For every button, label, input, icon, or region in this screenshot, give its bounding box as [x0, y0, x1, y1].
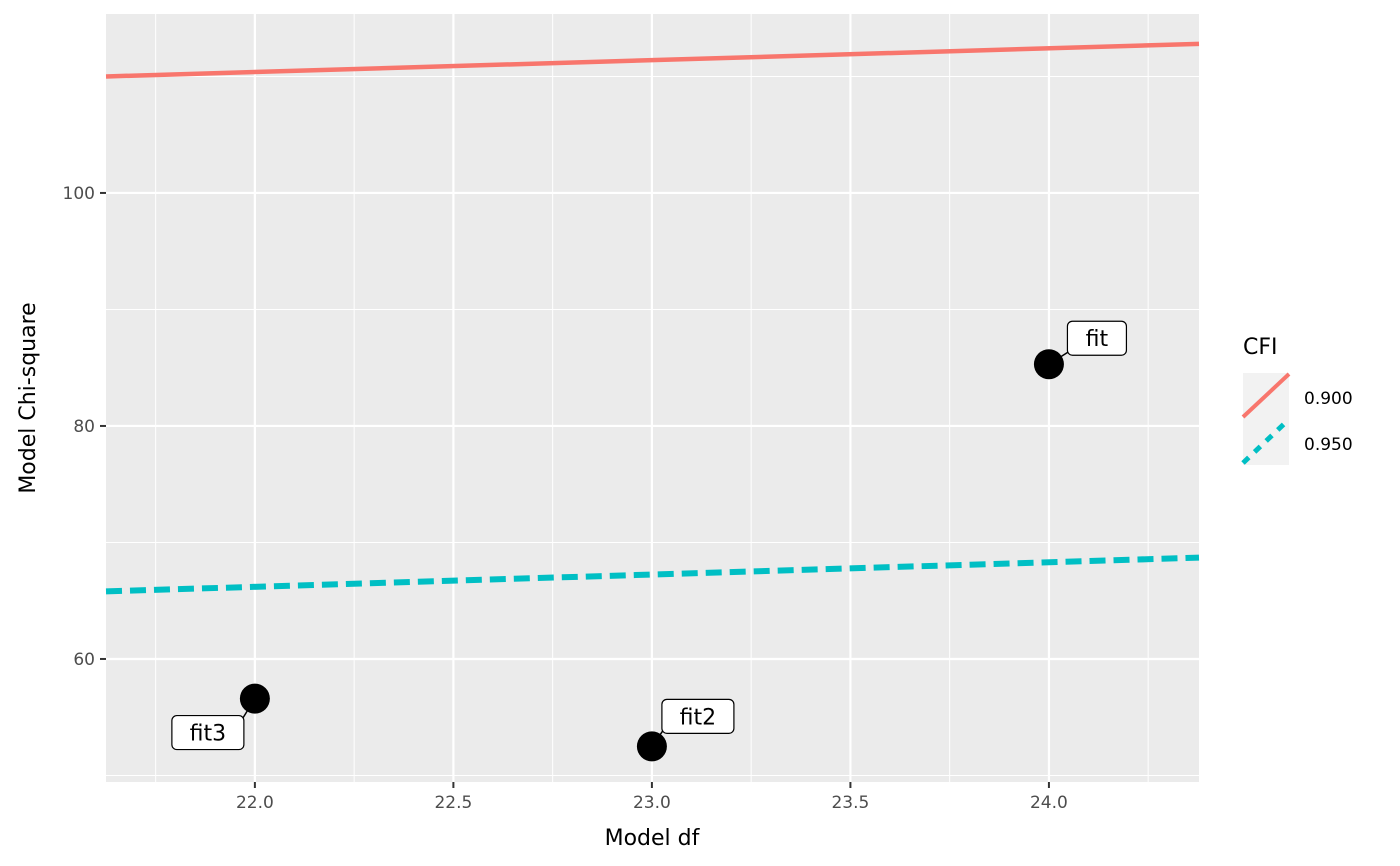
legend-title: CFI [1243, 335, 1278, 360]
legend-key-0950 [1241, 421, 1287, 465]
x-tick-label: 23.0 [633, 793, 671, 813]
point-label-box [171, 714, 245, 751]
x-axis-title: Model df [605, 826, 701, 851]
point-label-fit2: fit2 [680, 705, 716, 730]
data-point-fit [1033, 349, 1064, 380]
y-tick-label: 60 [73, 650, 95, 670]
y-axis-title: Model Chi-square [16, 302, 41, 493]
y-tick-label: 100 [63, 184, 95, 204]
point-label-fit: fit [1086, 327, 1109, 352]
x-tick-label: 22.0 [236, 793, 274, 813]
data-point-fit3 [239, 683, 270, 714]
y-axis-ticks: 60 80 100 [63, 184, 106, 670]
x-tick-label: 22.5 [434, 793, 472, 813]
point-label-box [661, 698, 735, 734]
x-axis-ticks: 22.0 22.5 23.0 23.5 24.0 [236, 782, 1068, 813]
x-tick-label: 23.5 [831, 793, 869, 813]
cfi-line-0.900 [105, 41, 1200, 79]
point-label-box [1066, 320, 1128, 356]
legend-key-0900 [1241, 372, 1291, 419]
legend: CFI 0.900 0.950 [1241, 335, 1353, 465]
legend-key-bg [1243, 373, 1289, 465]
legend-label-0900: 0.900 [1304, 389, 1353, 409]
data-point-fit2 [636, 731, 667, 762]
point-label-fit3: fit3 [190, 722, 226, 747]
x-tick-label: 24.0 [1030, 793, 1068, 813]
model-points: fit fit2 fit3 [171, 320, 1128, 762]
cfi-line-0.950 [105, 554, 1200, 595]
major-gridlines [106, 14, 1199, 782]
legend-label-0950: 0.950 [1304, 435, 1353, 455]
cfi-reference-lines [105, 41, 1200, 595]
y-tick-label: 80 [73, 417, 95, 437]
